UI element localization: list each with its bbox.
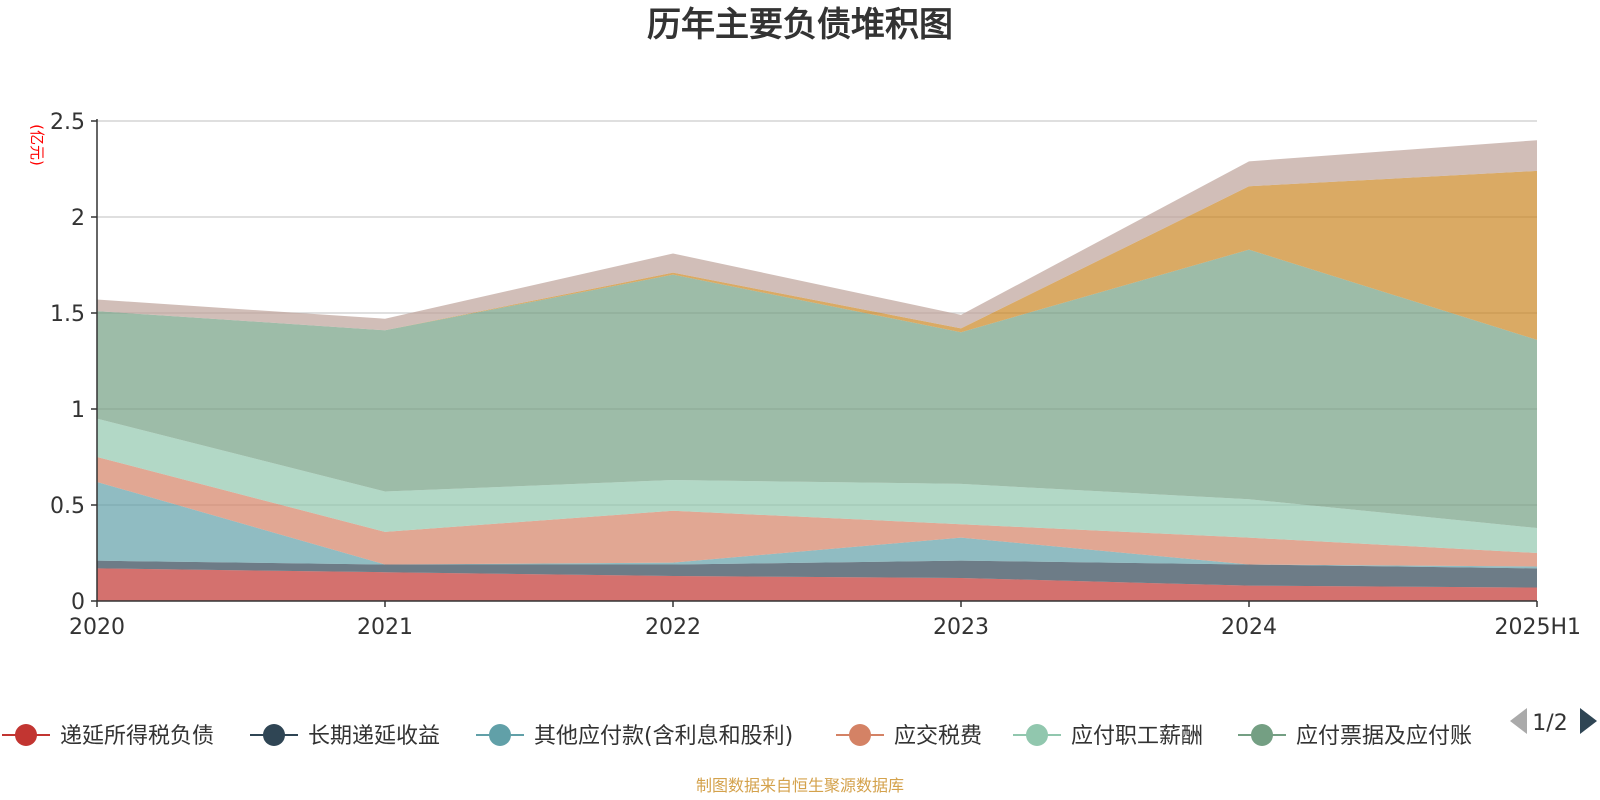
legend[interactable]: 递延所得税负债 长期递延收益 其他应付款(含利息和股利) 应交税费 应付职工薪酬 应付票据… <box>2 724 1472 749</box>
legend-marker-icon <box>849 724 871 746</box>
legend-pager[interactable]: 1/2 <box>1510 708 1597 736</box>
legend-item[interactable]: 应付票据及应付账 <box>1238 724 1472 749</box>
x-tick-label: 2021 <box>357 615 413 640</box>
legend-item[interactable]: 应付职工薪酬 <box>1013 724 1203 749</box>
legend-label: 应付票据及应付账 <box>1296 724 1472 749</box>
legend-label: 应付职工薪酬 <box>1071 724 1203 749</box>
data-source-note: 制图数据来自恒生聚源数据库 <box>696 776 904 795</box>
x-tick-label: 2022 <box>645 615 701 640</box>
y-tick-label: 0 <box>71 590 85 615</box>
area-series-4 <box>97 418 1537 553</box>
area-series-3 <box>97 457 1537 567</box>
triangle-left-icon[interactable] <box>1510 708 1527 734</box>
triangle-right-icon[interactable] <box>1580 708 1597 734</box>
area-series-unlabeled-6 <box>97 170 1537 340</box>
legend-label: 递延所得税负债 <box>60 724 214 749</box>
area-series-5 <box>97 249 1537 529</box>
y-tick-label: 1.5 <box>50 302 85 327</box>
legend-marker-icon <box>263 724 285 746</box>
x-tick-label: 2024 <box>1221 615 1277 640</box>
area-series-1 <box>97 560 1537 588</box>
legend-marker-icon <box>1251 724 1273 746</box>
plot-areas <box>97 140 1537 601</box>
axes: 0 0.5 1 1.5 2 2.5 2020 2021 2022 2023 2024 2025H1 <box>50 110 1581 640</box>
legend-marker-icon <box>15 724 37 746</box>
x-tick-label: 2020 <box>69 615 125 640</box>
legend-marker-icon <box>1026 724 1048 746</box>
area-series-unlabeled-7 <box>97 140 1537 331</box>
chart-title: 历年主要负债堆积图 <box>647 5 953 45</box>
legend-item[interactable]: 递延所得税负债 <box>2 724 214 749</box>
legend-label: 应交税费 <box>894 724 982 749</box>
legend-item[interactable]: 应交税费 <box>836 724 982 749</box>
legend-marker-icon <box>489 724 511 746</box>
legend-label: 其他应付款(含利息和股利) <box>534 724 793 749</box>
legend-item[interactable]: 其他应付款(含利息和股利) <box>476 724 793 749</box>
y-tick-label: 2.5 <box>50 110 85 135</box>
y-tick-label: 0.5 <box>50 494 85 519</box>
legend-label: 长期递延收益 <box>308 724 440 749</box>
y-tick-label: 2 <box>71 206 85 231</box>
area-series-2 <box>97 481 1537 569</box>
legend-page-indicator: 1/2 <box>1532 711 1567 736</box>
x-tick-label: 2023 <box>933 615 989 640</box>
area-series-0 <box>97 568 1537 601</box>
y-tick-label: 1 <box>71 398 85 423</box>
y-axis-unit-label: (亿元) <box>28 124 46 166</box>
legend-item[interactable]: 长期递延收益 <box>250 724 440 749</box>
x-tick-label: 2025H1 <box>1494 615 1581 640</box>
